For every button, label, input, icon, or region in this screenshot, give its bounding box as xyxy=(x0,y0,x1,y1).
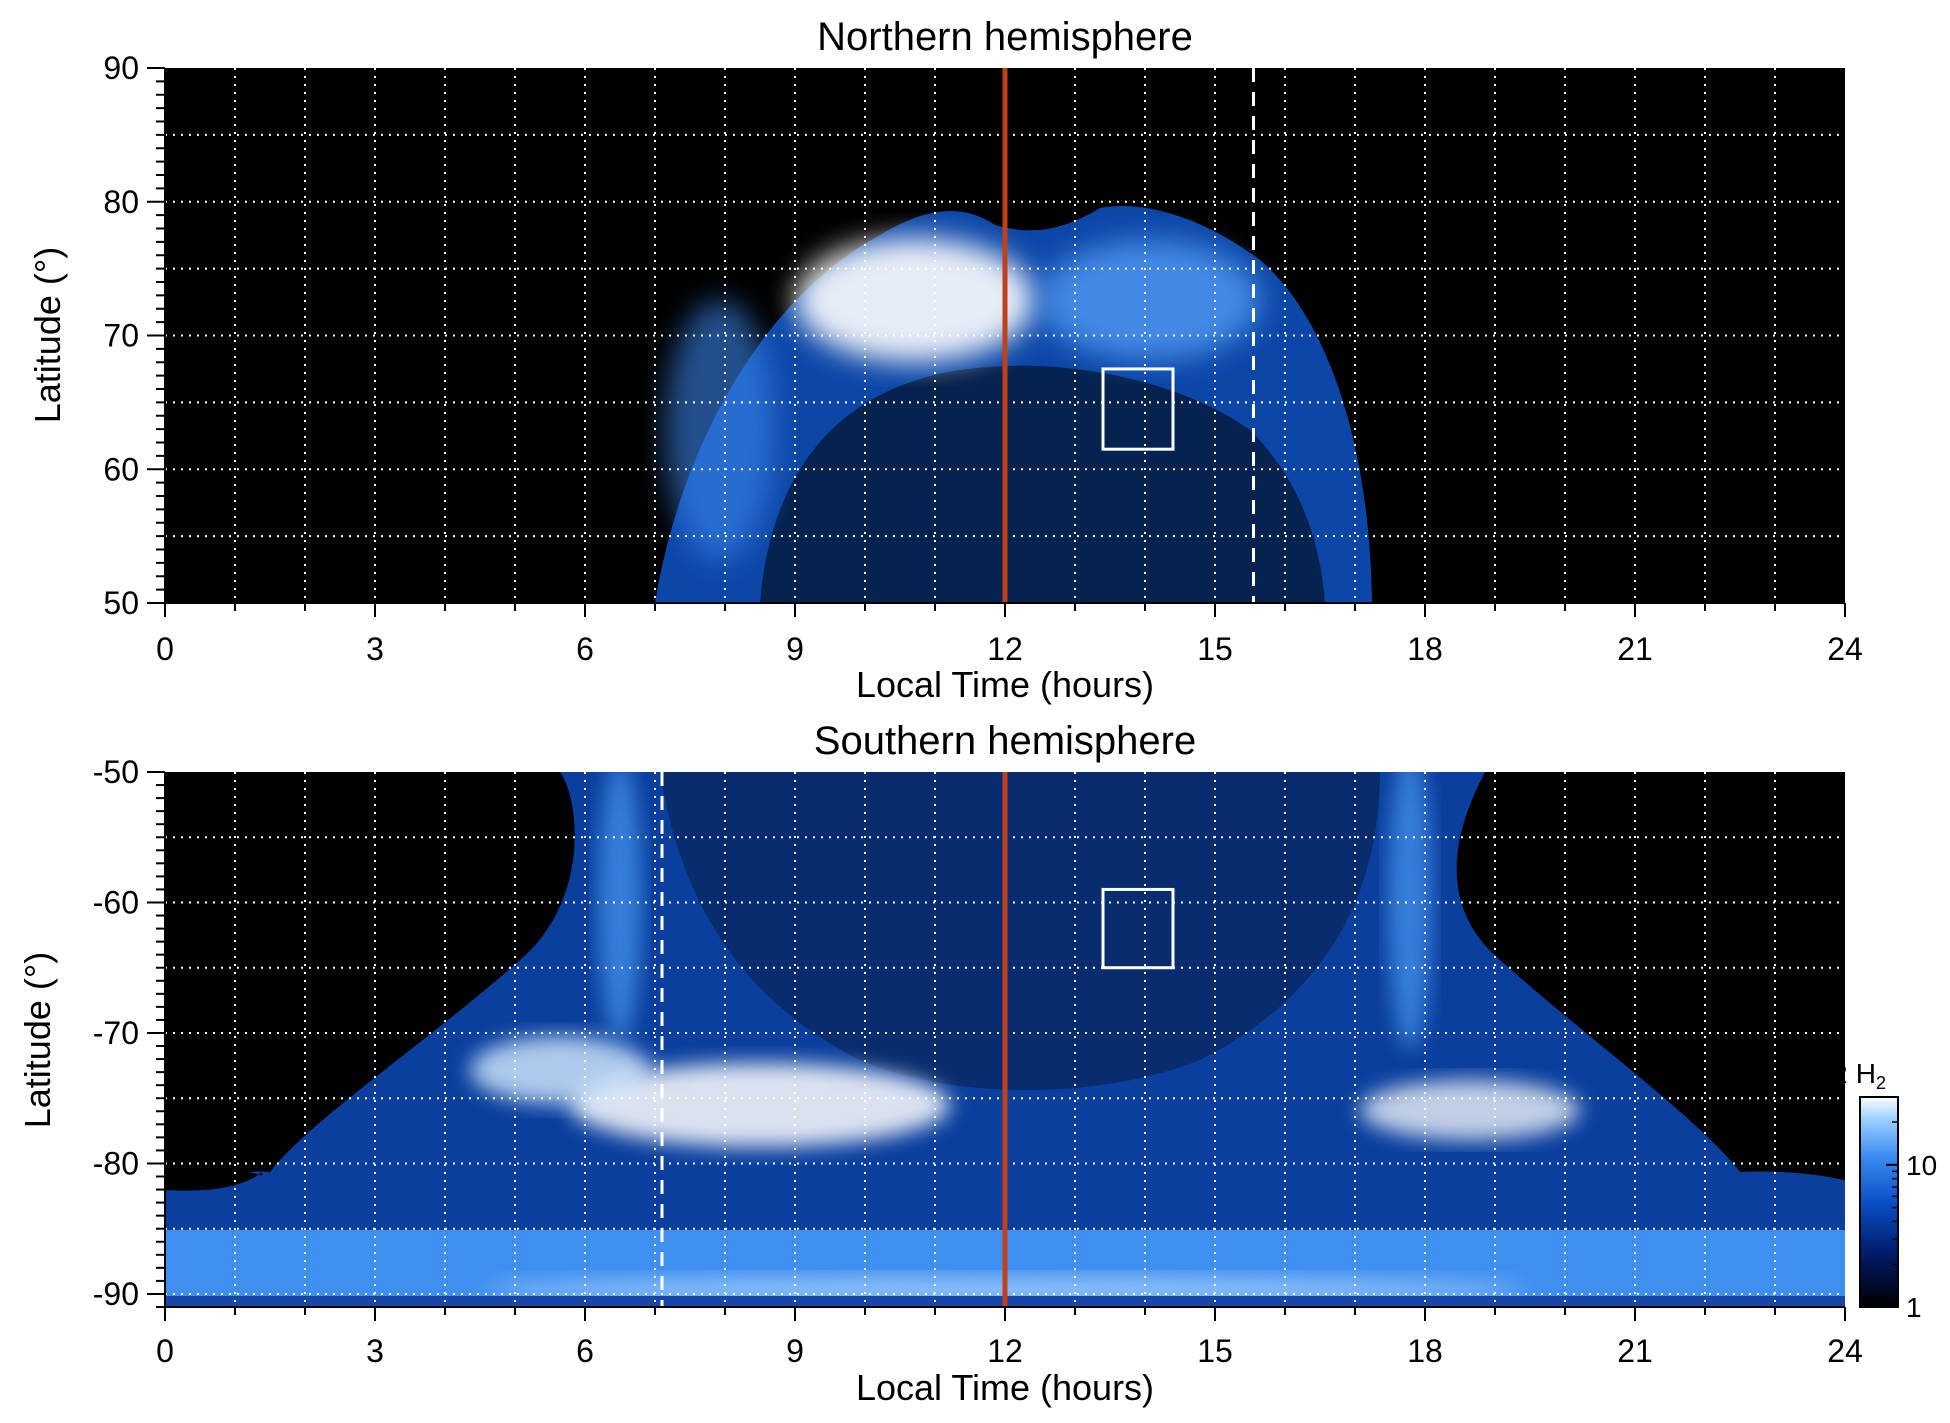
southern-bright-oval-1 xyxy=(570,1063,950,1147)
southern-panel: Southern hemisphere 0 3 6 9 12 15 18 21 24 -90 -8… xyxy=(17,719,1863,1408)
southern-y-tick-label: -60 xyxy=(93,884,139,920)
northern-x-axis: 0 3 6 9 12 15 18 21 24 xyxy=(156,602,1863,667)
southern-x-tick-label: 9 xyxy=(786,1333,804,1369)
northern-x-tick-label: 12 xyxy=(987,631,1023,667)
northern-bright-arc xyxy=(795,238,1035,362)
southern-left-cap xyxy=(165,1169,262,1191)
southern-x-tick-label: 15 xyxy=(1197,1333,1233,1369)
southern-y-axis: -90 -80 -70 -60 -50 xyxy=(93,754,166,1312)
northern-x-tick-label: 6 xyxy=(576,631,594,667)
northern-y-axis: 50 60 70 80 90 xyxy=(103,50,166,621)
southern-title: Southern hemisphere xyxy=(814,719,1196,763)
colorbar: kR H2 1 10 xyxy=(1814,1058,1937,1323)
northern-y-label: Latitude (°) xyxy=(27,247,68,423)
southern-y-tick-label: -50 xyxy=(93,754,139,790)
southern-region-box xyxy=(1101,887,1175,970)
northern-title: Northern hemisphere xyxy=(817,15,1193,59)
southern-bright-oval-2 xyxy=(470,1036,650,1104)
southern-bright-oval-3 xyxy=(1360,1080,1580,1140)
northern-inner-dark xyxy=(760,365,1325,603)
southern-vertical-lines xyxy=(660,772,1008,1307)
colorbar-gradient xyxy=(1859,1096,1899,1308)
southern-x-tick-label: 3 xyxy=(366,1333,384,1369)
colorbar-label: kR H2 xyxy=(1814,1058,1886,1093)
colorbar-label-subscript: 2 xyxy=(1876,1073,1886,1093)
southern-x-label: Local Time (hours) xyxy=(856,1367,1154,1408)
northern-x-tick-label: 21 xyxy=(1617,631,1653,667)
southern-x-tick-label: 6 xyxy=(576,1333,594,1369)
northern-x-tick-label: 18 xyxy=(1407,631,1443,667)
northern-bright-arc-3 xyxy=(665,300,775,560)
southern-x-tick-label: 24 xyxy=(1827,1333,1863,1369)
northern-x-tick-label: 0 xyxy=(156,631,174,667)
northern-panel: Northern hemisphere 0 3 6 9 12 15 18 21 24 50 60 7… xyxy=(27,15,1863,705)
southern-bright-stripe-2 xyxy=(1388,772,1432,1050)
northern-y-tick-label: 80 xyxy=(103,184,139,220)
northern-x-label: Local Time (hours) xyxy=(856,664,1154,705)
northern-emission-map xyxy=(655,205,1372,603)
northern-x-tick-label: 9 xyxy=(786,631,804,667)
southern-y-tick-label: -70 xyxy=(93,1015,139,1051)
northern-y-tick-label: 70 xyxy=(103,318,139,354)
northern-x-tick-label: 15 xyxy=(1197,631,1233,667)
southern-y-label: Latitude (°) xyxy=(17,952,58,1128)
southern-y-tick-label: -90 xyxy=(93,1276,139,1312)
southern-y-tick-label: -80 xyxy=(93,1145,139,1181)
southern-central-dark xyxy=(660,772,1380,1090)
northern-boxes xyxy=(1101,367,1175,451)
colorbar-ticks: 1 10 xyxy=(1886,1121,1937,1323)
northern-y-tick-label: 50 xyxy=(103,585,139,621)
southern-bright-stripe-1 xyxy=(598,772,642,1040)
southern-x-tick-label: 0 xyxy=(156,1333,174,1369)
southern-x-tick-label: 12 xyxy=(987,1333,1023,1369)
colorbar-tick-label: 10 xyxy=(1906,1150,1937,1181)
northern-vertical-lines xyxy=(1002,68,1255,603)
southern-x-tick-label: 21 xyxy=(1617,1333,1653,1369)
northern-y-tick-label: 90 xyxy=(103,50,139,86)
northern-y-tick-label: 60 xyxy=(103,451,139,487)
southern-x-axis: 0 3 6 9 12 15 18 21 24 xyxy=(156,1306,1863,1369)
northern-x-tick-label: 3 xyxy=(366,631,384,667)
colorbar-label-prefix: kR H xyxy=(1814,1058,1876,1089)
northern-x-tick-label: 24 xyxy=(1827,631,1863,667)
southern-boxes xyxy=(1101,887,1175,970)
southern-x-tick-label: 18 xyxy=(1407,1333,1443,1369)
northern-region-box xyxy=(1101,367,1175,451)
colorbar-tick-label: 1 xyxy=(1906,1292,1922,1323)
northern-bright-arc-2 xyxy=(1040,240,1260,360)
